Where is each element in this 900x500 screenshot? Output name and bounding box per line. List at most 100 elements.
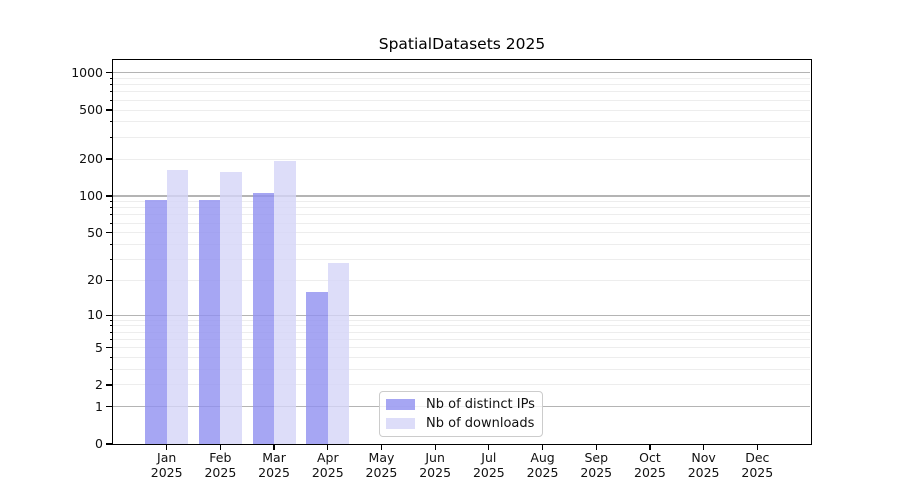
x-tick-month: Dec: [745, 450, 770, 465]
y-tick-mark: [106, 72, 113, 74]
gridline-minor: [113, 121, 810, 123]
x-tick-label: May 2025: [351, 450, 411, 480]
legend-entry-distinct-ips: Nb of distinct IPs: [386, 397, 535, 413]
legend-label-distinct-ips: Nb of distinct IPs: [426, 397, 535, 413]
x-tick-mark: [380, 444, 383, 450]
legend-swatch-distinct-ips-icon: [386, 399, 415, 411]
x-tick-year: 2025: [365, 465, 398, 480]
x-tick-year: 2025: [634, 465, 666, 480]
y-tick-label: 500: [79, 102, 103, 118]
y-minor-tick-mark: [110, 121, 113, 123]
bar-downloads: [220, 172, 242, 444]
y-minor-tick-mark: [110, 136, 113, 138]
y-minor-tick-mark: [110, 78, 113, 79]
gridline-minor: [113, 109, 810, 111]
gridline-minor: [113, 243, 810, 245]
x-tick-mark: [166, 444, 168, 450]
legend-swatch-downloads-icon: [386, 417, 415, 429]
legend: Nb of distinct IPs Nb of downloads: [379, 391, 543, 437]
x-tick-month: Nov: [691, 450, 716, 465]
plot-border: [112, 59, 812, 445]
x-tick-year: 2025: [204, 465, 237, 480]
x-tick-year: 2025: [150, 465, 183, 480]
y-minor-tick-mark: [110, 325, 113, 327]
x-tick-month: Feb: [209, 450, 232, 465]
gridline-major: [113, 195, 810, 197]
x-tick-label: Jul 2025: [459, 450, 519, 480]
x-tick-mark: [434, 444, 436, 450]
y-minor-tick-mark: [110, 357, 113, 359]
legend-entry-downloads: Nb of downloads: [386, 416, 534, 431]
x-tick-year: 2025: [311, 465, 344, 480]
x-tick-mark: [541, 444, 544, 450]
gridline-minor: [113, 325, 810, 327]
y-tick-mark: [106, 347, 113, 349]
y-minor-tick-mark: [110, 338, 113, 340]
x-tick-year: 2025: [419, 465, 452, 480]
x-tick-month: May: [368, 450, 395, 465]
gridline-minor: [113, 338, 810, 340]
x-tick-month: Oct: [639, 450, 661, 465]
x-tick-label: Sep 2025: [566, 450, 626, 480]
x-tick-mark: [649, 444, 651, 450]
legend-label-downloads: Nb of downloads: [426, 415, 535, 431]
y-tick-mark: [106, 158, 113, 160]
bar-distinct-ips: [252, 192, 275, 444]
y-tick-label: 20: [87, 272, 103, 288]
y-tick-mark: [106, 384, 113, 386]
gridline-minor: [113, 201, 810, 203]
x-tick-label: Aug 2025: [513, 450, 573, 480]
bar-downloads: [166, 170, 189, 444]
x-tick-label: Nov 2025: [674, 450, 734, 480]
x-tick-mark: [273, 444, 275, 450]
x-tick-mark: [756, 444, 758, 450]
y-tick-label: 5: [95, 339, 103, 355]
x-tick-year: 2025: [687, 465, 720, 480]
bar-distinct-ips: [306, 291, 328, 444]
y-minor-tick-mark: [110, 214, 113, 216]
gridline-minor: [113, 222, 810, 224]
x-tick-month: Aug: [530, 450, 555, 465]
y-tick-label: 2: [95, 376, 103, 392]
y-minor-tick-mark: [110, 222, 113, 224]
x-tick-month: Apr: [316, 450, 339, 465]
y-tick-label: 1000: [71, 64, 103, 80]
gridline-minor: [113, 331, 810, 333]
y-minor-tick-mark: [110, 369, 113, 371]
y-tick-label: 1: [95, 398, 103, 414]
y-tick-label: 50: [87, 224, 103, 240]
gridline-minor: [113, 207, 810, 209]
y-minor-tick-mark: [110, 207, 113, 209]
gridline-minor: [113, 214, 810, 216]
gridline-minor: [113, 369, 810, 371]
x-tick-year: 2025: [258, 465, 290, 480]
y-minor-tick-mark: [110, 319, 113, 321]
y-tick-mark: [106, 195, 113, 197]
bar-downloads: [327, 263, 350, 444]
bar-downloads: [274, 160, 296, 444]
y-minor-tick-mark: [110, 84, 113, 86]
gridline-minor: [113, 136, 810, 138]
x-tick-label: Jun 2025: [405, 450, 465, 480]
gridline-minor: [113, 279, 810, 281]
y-minor-tick-mark: [110, 243, 113, 245]
x-tick-label: Jan 2025: [137, 450, 197, 480]
y-tick-mark: [106, 279, 113, 282]
gridline-minor: [113, 347, 810, 349]
gridline-minor: [113, 91, 810, 93]
y-minor-tick-mark: [110, 201, 113, 203]
x-tick-month: Jul: [481, 450, 497, 465]
gridline-minor: [113, 319, 810, 321]
y-tick-label: 200: [79, 151, 103, 167]
y-minor-tick-mark: [110, 259, 113, 261]
x-tick-mark: [702, 444, 705, 450]
x-tick-mark: [488, 444, 490, 450]
x-tick-label: Oct 2025: [620, 450, 680, 480]
y-minor-tick-mark: [110, 99, 113, 101]
gridline-minor: [113, 357, 810, 359]
y-tick-mark: [106, 314, 113, 316]
gridline-minor: [113, 78, 810, 79]
bar-distinct-ips: [145, 199, 167, 444]
gridline-minor: [113, 232, 810, 234]
gridline-minor: [113, 259, 810, 261]
